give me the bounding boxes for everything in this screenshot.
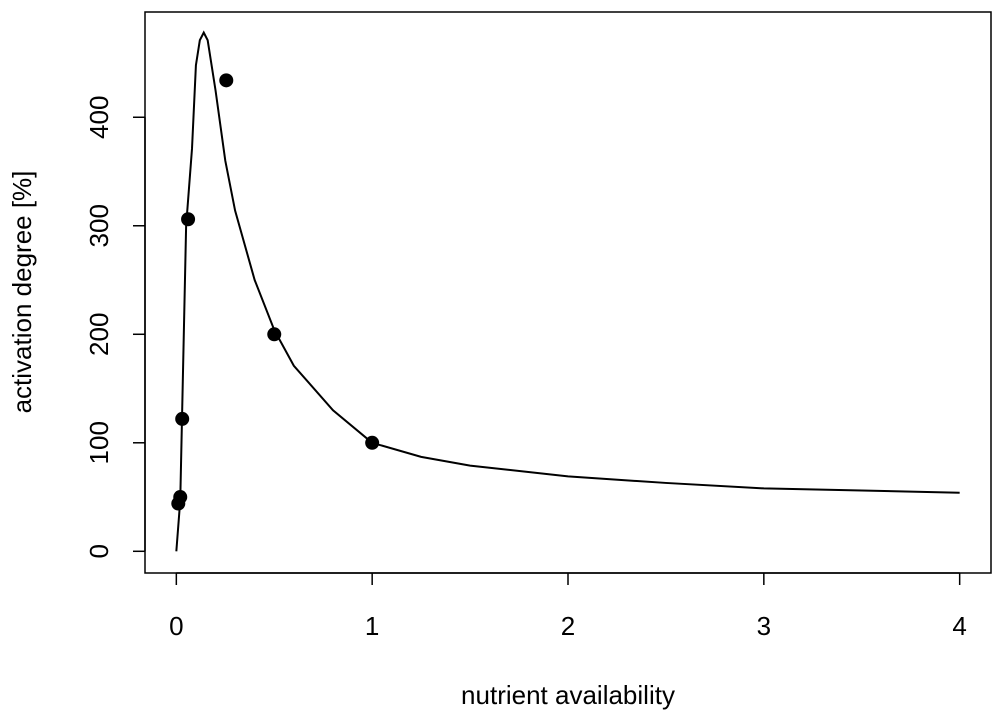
x-axis-label: nutrient availability xyxy=(461,680,675,710)
x-tick-label: 0 xyxy=(169,611,183,641)
x-tick-label: 4 xyxy=(952,611,966,641)
plot-frame xyxy=(144,11,992,574)
data-point xyxy=(219,73,234,88)
y-tick-label: 0 xyxy=(84,544,114,558)
x-tick-label: 1 xyxy=(365,611,379,641)
y-tick-label: 400 xyxy=(84,96,114,139)
y-tick-label: 200 xyxy=(84,313,114,356)
y-tick-label: 100 xyxy=(84,421,114,464)
x-tick-label: 2 xyxy=(561,611,575,641)
data-point xyxy=(181,212,196,227)
y-axis-label: activation degree [%] xyxy=(7,171,37,414)
y-tick-label: 300 xyxy=(84,204,114,247)
fit-curve xyxy=(175,30,960,552)
x-tick-label: 3 xyxy=(757,611,771,641)
